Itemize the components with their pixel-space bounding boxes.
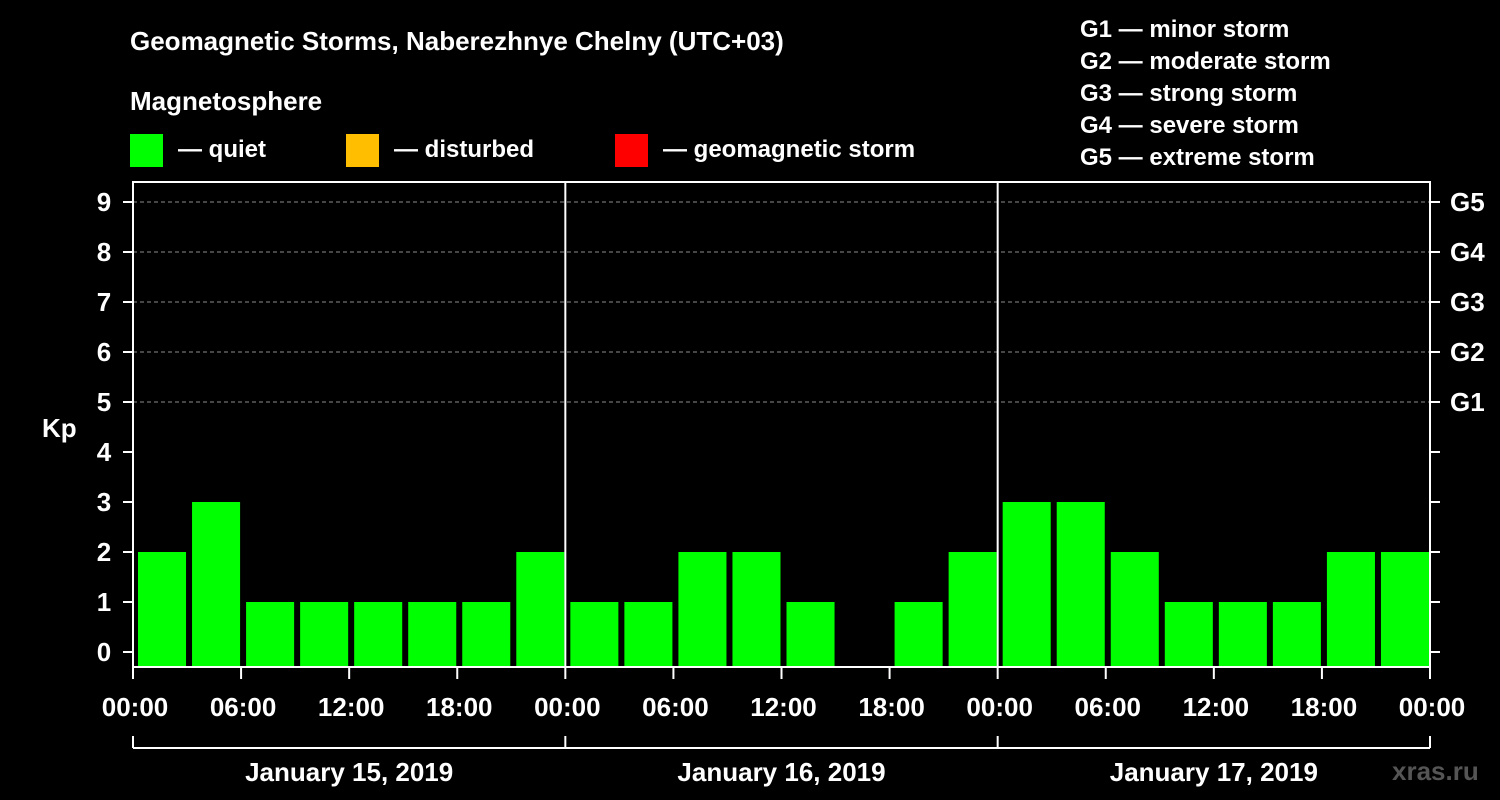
plot-area: 0 1 2 3 4 5 6 7 8 9 G1 G2 G3 G4 G5 00:00 06:00 12:00 18:00… <box>97 181 1485 787</box>
kp-bar <box>1272 602 1321 667</box>
kp-bar <box>300 602 349 667</box>
x-tick-label: 12:00 <box>750 692 817 722</box>
kp-bar <box>786 602 835 667</box>
legend-swatch-disturbed <box>346 134 379 167</box>
x-tick-label: 00:00 <box>534 692 601 722</box>
kp-bar <box>192 502 241 667</box>
day-label: January 17, 2019 <box>1110 757 1318 787</box>
y-axis-label: Kp <box>42 413 77 443</box>
kp-bar <box>1218 602 1267 667</box>
chart-title: Geomagnetic Storms, Naberezhnye Chelny (… <box>130 26 784 56</box>
storm-level-label: G4 <box>1450 237 1485 267</box>
legend-swatch-quiet <box>130 134 163 167</box>
x-tick-label: 12:00 <box>318 692 385 722</box>
kp-bar <box>570 602 619 667</box>
kp-bar <box>624 602 673 667</box>
y-tick-label: 7 <box>97 287 111 317</box>
storm-scale-g4: G4 — severe storm <box>1080 112 1299 139</box>
y-tick-label: 8 <box>97 237 111 267</box>
kp-bar <box>408 602 457 667</box>
kp-bar <box>1326 552 1375 667</box>
kp-bar <box>1164 602 1213 667</box>
x-tick-label: 00:00 <box>966 692 1033 722</box>
kp-bar <box>1110 552 1159 667</box>
y-tick-label: 1 <box>97 587 111 617</box>
kp-bar <box>138 552 187 667</box>
kp-bar <box>948 552 997 667</box>
y-tick-label: 2 <box>97 537 111 567</box>
legend-label-quiet: — quiet <box>178 136 266 163</box>
kp-bar <box>246 602 295 667</box>
y-tick-label: 3 <box>97 487 111 517</box>
kp-bar <box>462 602 511 667</box>
legend-label-disturbed: — disturbed <box>394 136 534 163</box>
storm-level-label: G3 <box>1450 287 1485 317</box>
day-label: January 16, 2019 <box>677 757 885 787</box>
y-tick-label: 4 <box>97 437 112 467</box>
x-tick-label: 00:00 <box>1399 692 1466 722</box>
storm-scale-g5: G5 — extreme storm <box>1080 144 1315 171</box>
x-tick-label: 06:00 <box>642 692 709 722</box>
x-tick-label: 18:00 <box>858 692 925 722</box>
storm-scale-g2: G2 — moderate storm <box>1080 48 1331 75</box>
kp-bar <box>678 552 727 667</box>
storm-scale-g3: G3 — strong storm <box>1080 80 1297 107</box>
x-tick-label: 12:00 <box>1183 692 1250 722</box>
x-tick-label: 18:00 <box>1291 692 1358 722</box>
legend-swatch-storm <box>615 134 648 167</box>
storm-level-label: G2 <box>1450 337 1485 367</box>
y-tick-label: 0 <box>97 637 111 667</box>
kp-bar <box>894 602 943 667</box>
legend-label-storm: — geomagnetic storm <box>663 136 915 163</box>
legend-title: Magnetosphere <box>130 86 322 116</box>
y-tick-label: 9 <box>97 187 111 217</box>
storm-level-label: G5 <box>1450 187 1485 217</box>
x-tick-label: 00:00 <box>102 692 169 722</box>
x-tick-label: 18:00 <box>426 692 493 722</box>
x-tick-label: 06:00 <box>1075 692 1142 722</box>
day-label: January 15, 2019 <box>245 757 453 787</box>
watermark: xras.ru <box>1392 756 1479 786</box>
kp-bar <box>1002 502 1051 667</box>
storm-scale-g1: G1 — minor storm <box>1080 16 1289 43</box>
y-tick-label: 6 <box>97 337 111 367</box>
y-tick-label: 5 <box>97 387 111 417</box>
kp-bar <box>354 602 403 667</box>
kp-bar <box>1380 552 1429 667</box>
kp-bar <box>732 552 781 667</box>
storm-level-label: G1 <box>1450 387 1485 417</box>
x-tick-label: 06:00 <box>210 692 277 722</box>
kp-bar <box>1056 502 1105 667</box>
plot-frame <box>132 181 1431 668</box>
kp-bar <box>516 552 565 667</box>
